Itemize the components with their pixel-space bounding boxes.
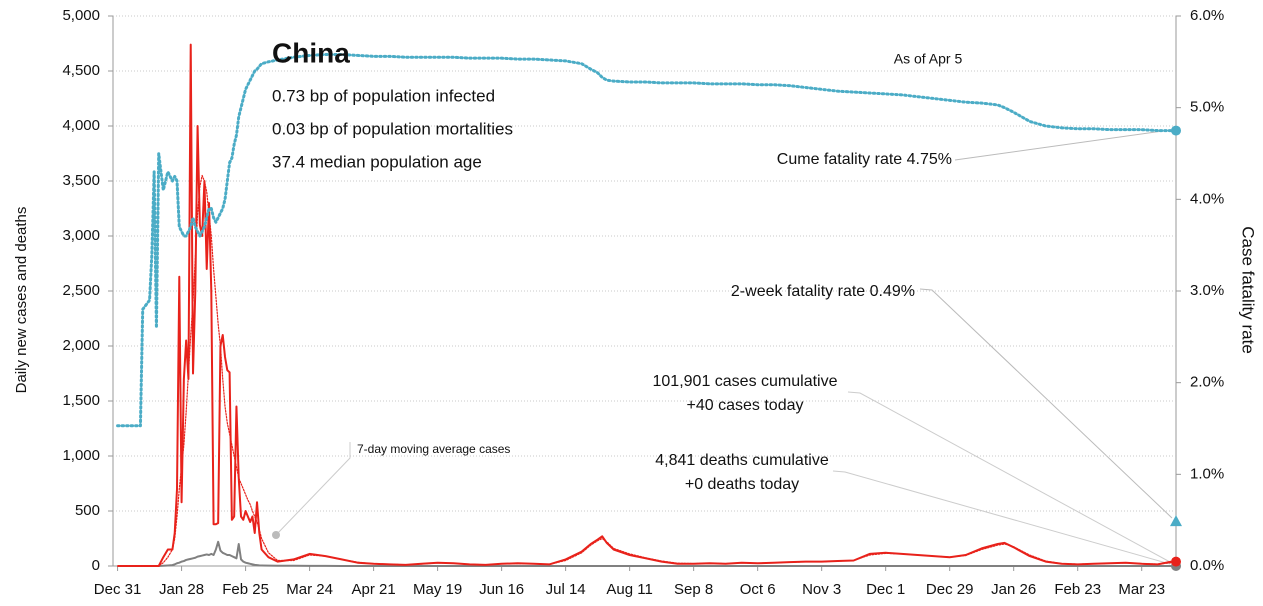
annotation: 37.4 median population age — [272, 152, 482, 171]
leader-line — [275, 442, 351, 536]
annotation: China — [272, 37, 350, 68]
x-tick-label: Apr 21 — [352, 581, 396, 598]
y-tick-label: 3,000 — [62, 227, 100, 244]
y2-tick-label: 5.0% — [1190, 99, 1224, 116]
y-tick-label: 5,000 — [62, 7, 100, 24]
x-tick-label: Aug 11 — [606, 581, 652, 598]
x-tick-label: Mar 24 — [286, 581, 333, 598]
annotation: 101,901 cases cumulative — [653, 373, 838, 390]
annotation: 0.73 bp of population infected — [272, 86, 495, 105]
annotation: Cume fatality rate 4.75% — [777, 151, 952, 168]
y-tick-label: 1,000 — [62, 447, 100, 464]
x-tick-label: May 19 — [413, 581, 462, 598]
y-tick-label: 500 — [75, 502, 100, 519]
x-tick-label: Dec 1 — [866, 581, 905, 598]
leader-line — [919, 288, 1173, 519]
annotation: 7-day moving average cases — [357, 442, 510, 456]
y2-tick-label: 2.0% — [1190, 374, 1224, 391]
y-tick-label: 1,500 — [62, 392, 100, 409]
annotation: As of Apr 5 — [894, 51, 963, 67]
x-tick-label: Jun 16 — [479, 581, 524, 598]
y-tick-label: 4,500 — [62, 62, 100, 79]
y-tick-label: 3,500 — [62, 172, 100, 189]
x-tick-label: Jan 26 — [991, 581, 1036, 598]
x-tick-label: Jan 28 — [159, 581, 204, 598]
x-tick-label: Feb 25 — [222, 581, 269, 598]
end-marker — [1171, 125, 1181, 136]
series-line — [117, 540, 1172, 567]
y2-tick-label: 4.0% — [1190, 190, 1224, 207]
y2-tick-label: 3.0% — [1190, 282, 1224, 299]
y-tick-label: 4,000 — [62, 117, 100, 134]
x-tick-label: Dec 31 — [94, 581, 142, 598]
x-tick-label: Feb 23 — [1054, 581, 1101, 598]
end-marker — [1171, 556, 1181, 567]
y-tick-label: 2,500 — [62, 282, 100, 299]
x-tick-label: Mar 23 — [1118, 581, 1165, 598]
x-tick-label: Nov 3 — [802, 581, 841, 598]
x-tick-label: Jul 14 — [546, 581, 586, 598]
x-tick-label: Oct 6 — [740, 581, 776, 598]
y-axis-label: Daily new cases and deaths — [13, 207, 30, 394]
annotation: 2-week fatality rate 0.49% — [731, 283, 915, 300]
x-tick-label: Sep 8 — [674, 581, 713, 598]
leader-line — [832, 470, 1171, 565]
y-tick-label: 2,000 — [62, 337, 100, 354]
annotation: +0 deaths today — [685, 476, 799, 493]
y-tick-label: 0 — [92, 557, 100, 574]
x-tick-label: Dec 29 — [926, 581, 974, 598]
annotation: 0.03 bp of population mortalities — [272, 119, 513, 138]
y2-tick-label: 0.0% — [1190, 557, 1224, 574]
leader-line — [847, 391, 1171, 563]
series-line — [116, 174, 1173, 567]
y2-axis-label: Case fatality rate — [1239, 226, 1258, 354]
y2-tick-label: 1.0% — [1190, 465, 1224, 482]
annotation: +40 cases today — [687, 397, 804, 414]
series-line — [116, 53, 1173, 428]
y2-tick-label: 6.0% — [1190, 7, 1224, 24]
leader-line — [954, 129, 1171, 161]
annotation: 4,841 deaths cumulative — [655, 452, 829, 469]
leader-dot — [272, 531, 280, 539]
two-week-marker — [1170, 515, 1182, 527]
